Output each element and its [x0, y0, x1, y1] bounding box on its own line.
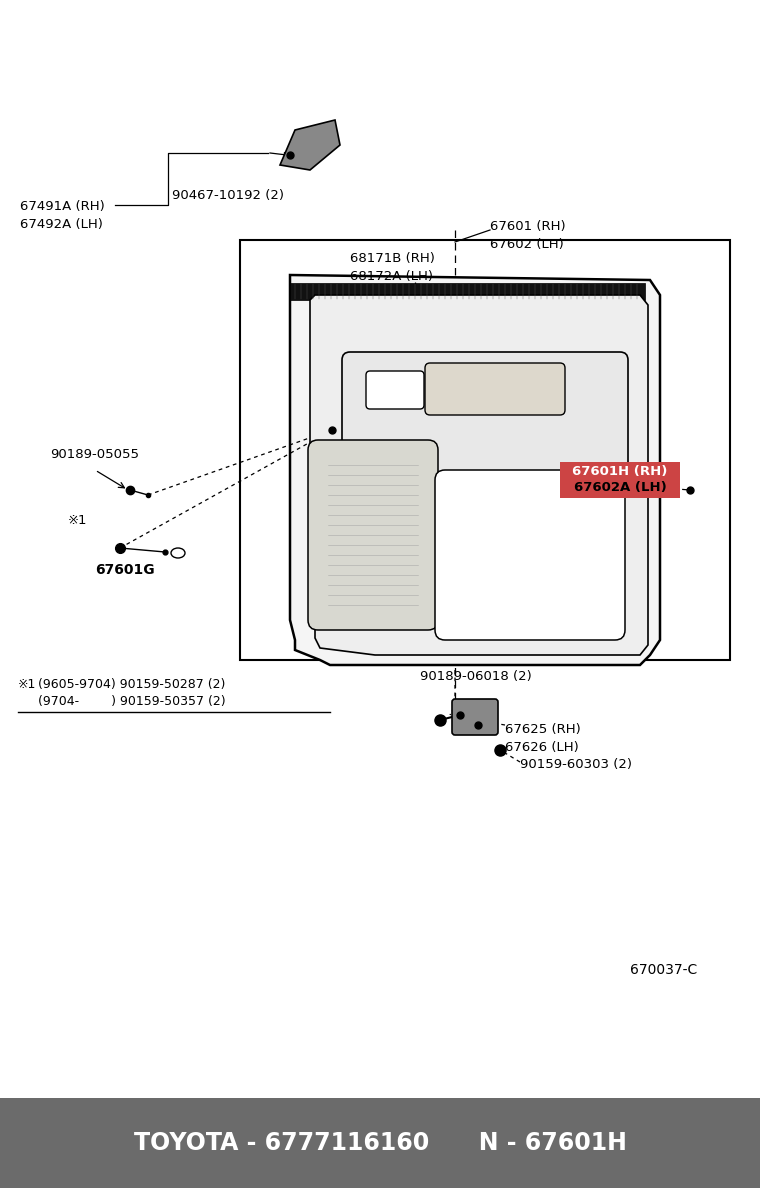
Text: 67625 (RH)
67626 (LH): 67625 (RH) 67626 (LH): [505, 723, 581, 754]
Bar: [560, 462, 680, 498]
FancyBboxPatch shape: [452, 699, 498, 735]
Text: ※1: ※1: [18, 678, 36, 691]
Ellipse shape: [171, 548, 185, 558]
Text: 67601 (RH)
67602 (LH): 67601 (RH) 67602 (LH): [490, 220, 565, 251]
Bar: [240, 240, 730, 661]
FancyBboxPatch shape: [435, 470, 625, 640]
Text: 67491A (RH)
67492A (LH): 67491A (RH) 67492A (LH): [20, 200, 105, 230]
FancyBboxPatch shape: [366, 371, 424, 409]
Text: TOYOTA - 6777116160      N - 67601H: TOYOTA - 6777116160 N - 67601H: [134, 1131, 626, 1155]
Text: 90189-06018 (2): 90189-06018 (2): [420, 670, 532, 683]
Bar: [290, 283, 645, 301]
Text: (9704-        ) 90159-50357 (2): (9704- ) 90159-50357 (2): [38, 695, 226, 708]
Text: 670037-C: 670037-C: [630, 963, 697, 977]
Text: 90189-05055: 90189-05055: [50, 449, 139, 461]
Text: 67601H (RH): 67601H (RH): [572, 466, 668, 479]
Text: ※1: ※1: [68, 513, 87, 526]
Text: 68171B (RH)
68172A (LH): 68171B (RH) 68172A (LH): [350, 252, 435, 283]
Bar: [0, 1098, 760, 1188]
Polygon shape: [290, 274, 660, 665]
FancyBboxPatch shape: [342, 352, 628, 488]
Polygon shape: [310, 295, 648, 655]
Polygon shape: [280, 120, 340, 170]
Text: 90159-60303 (2): 90159-60303 (2): [520, 758, 632, 771]
FancyBboxPatch shape: [308, 440, 438, 630]
FancyBboxPatch shape: [425, 364, 565, 415]
Text: 67602A (LH): 67602A (LH): [574, 481, 667, 494]
Text: (9605-9704) 90159-50287 (2): (9605-9704) 90159-50287 (2): [38, 678, 226, 691]
Text: 67601G: 67601G: [95, 563, 154, 577]
Text: 90467-10192 (2): 90467-10192 (2): [172, 189, 284, 202]
